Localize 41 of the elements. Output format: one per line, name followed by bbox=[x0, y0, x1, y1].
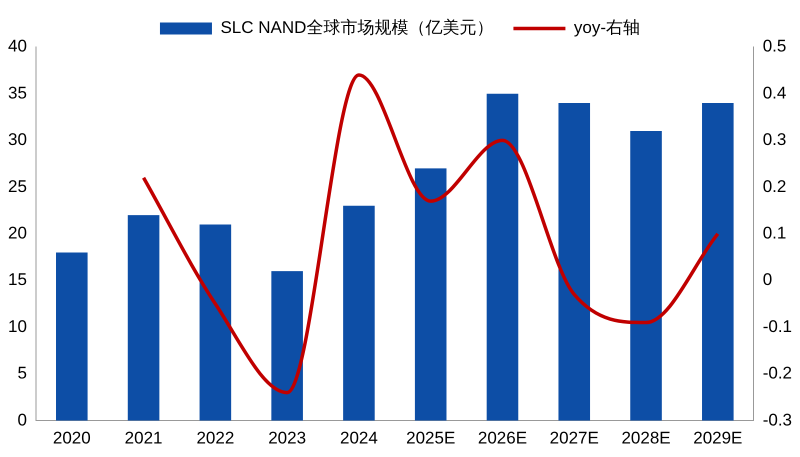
y-tick-label: 15 bbox=[8, 270, 27, 290]
y-tick-label: 40 bbox=[8, 36, 27, 56]
x-tick-label: 2026E bbox=[478, 428, 528, 448]
bar bbox=[630, 131, 662, 421]
legend-label: yoy-右轴 bbox=[574, 18, 640, 38]
y2-tick-label: -0.2 bbox=[762, 364, 792, 383]
y-tick-label: 30 bbox=[8, 130, 27, 150]
x-tick-label: 2028E bbox=[621, 428, 671, 448]
bar bbox=[486, 94, 518, 421]
y2-tick-label: -0.1 bbox=[762, 316, 792, 336]
y-tick-label: 20 bbox=[8, 223, 27, 242]
y-tick-label: 0 bbox=[17, 410, 27, 430]
x-tick-label: 2024 bbox=[340, 428, 378, 448]
bar bbox=[271, 271, 303, 421]
x-tick-label: 2027E bbox=[550, 428, 599, 448]
bar bbox=[343, 206, 375, 421]
bar bbox=[558, 103, 590, 421]
x-tick-label: 2029E bbox=[693, 428, 742, 448]
y-tick-label: 5 bbox=[17, 364, 27, 383]
x-tick-label: 2020 bbox=[52, 428, 91, 448]
y-tick-label: 10 bbox=[8, 316, 27, 336]
bar bbox=[56, 252, 88, 421]
bar bbox=[200, 224, 232, 421]
x-tick-label: 2021 bbox=[124, 428, 162, 448]
y2-tick-label: 0.4 bbox=[762, 83, 786, 102]
y-tick-label: 25 bbox=[8, 176, 27, 196]
y2-tick-label: -0.3 bbox=[762, 410, 792, 430]
y2-tick-label: 0.3 bbox=[762, 130, 786, 150]
y2-tick-label: 0 bbox=[762, 270, 772, 290]
line-series bbox=[142, 73, 720, 394]
legend-label: SLC NAND全球市场规模（亿美元） bbox=[220, 18, 494, 38]
x-tick-label: 2025E bbox=[406, 428, 456, 448]
x-tick-label: 2023 bbox=[268, 428, 306, 448]
x-tick-label: 2022 bbox=[196, 428, 234, 448]
bar bbox=[128, 215, 160, 421]
y2-tick-label: 0.5 bbox=[762, 36, 786, 56]
y-tick-label: 35 bbox=[8, 83, 27, 102]
y2-tick-label: 0.1 bbox=[762, 223, 786, 242]
bar bbox=[702, 103, 734, 421]
bar bbox=[414, 168, 446, 421]
y2-tick-label: 0.2 bbox=[762, 176, 786, 196]
